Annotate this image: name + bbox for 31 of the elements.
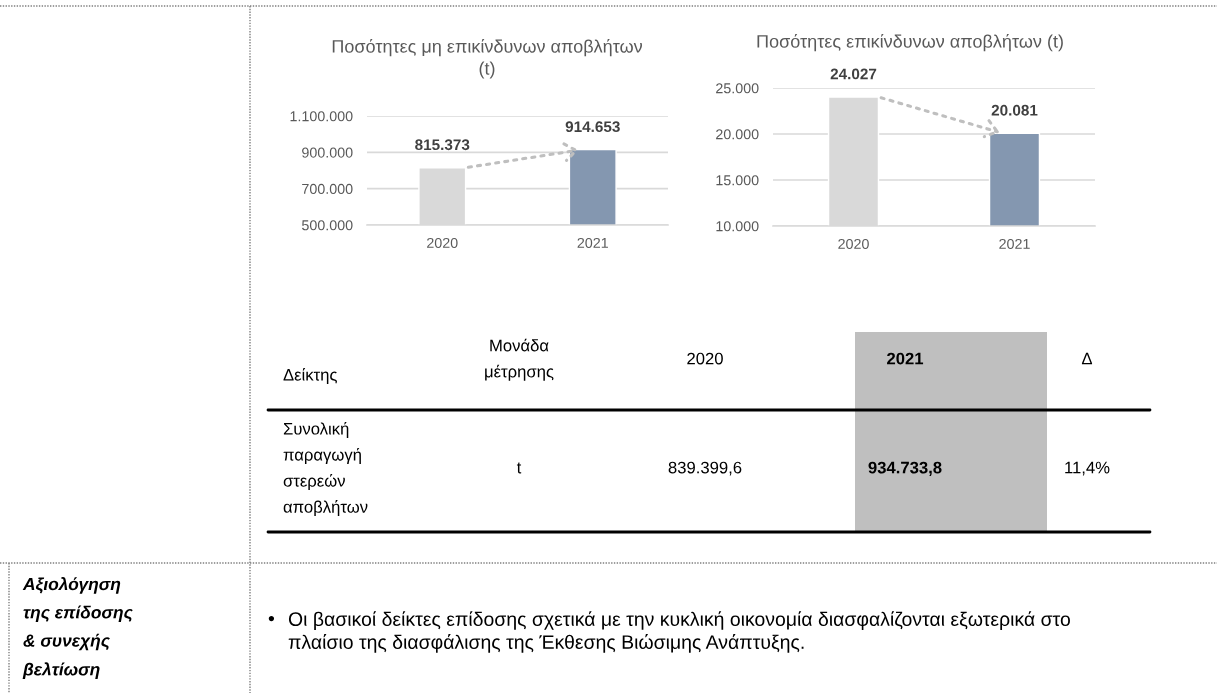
y-tick-label: 900.000 xyxy=(302,147,353,158)
chart-title: Ποσότητες μη επικίνδυνων αποβλήτων (t) xyxy=(332,39,643,79)
text: 2021 xyxy=(887,352,924,365)
text: 2020 xyxy=(687,352,723,365)
y-tick-label: 20.000 xyxy=(716,129,759,140)
text: Δ xyxy=(1081,352,1093,365)
text: 11,4% xyxy=(1065,461,1110,476)
text: 934.733,8 xyxy=(868,461,942,476)
x-tick-label: 2020 xyxy=(427,237,458,249)
y-tick-label: 15.000 xyxy=(716,175,759,186)
y-tick-label: 1.100.000 xyxy=(290,111,353,122)
text: 839.399,6 xyxy=(668,461,742,476)
data-label: 914.653 xyxy=(565,121,620,133)
y-tick-label: 700.000 xyxy=(302,183,353,194)
text: Συνολική παραγωγή στερεών αποβλήτων xyxy=(283,421,368,517)
x-tick-label: 2021 xyxy=(999,238,1030,250)
y-tick-label: 10.000 xyxy=(716,221,759,232)
chart-title: Ποσότητες επικίνδυνων αποβλήτων (t) xyxy=(757,34,1063,52)
x-tick-label: 2021 xyxy=(577,237,608,249)
text: Οι βασικοί δείκτες επίδοσης σχετικά με την κυκλική οικονομία διασφαλίζονται εξωτερικά στο πλαίσιο της διασφάλισης της Έκθεσης Βιώσιμης Ανάπτυξης. xyxy=(288,611,1070,653)
data-label: 815.373 xyxy=(415,139,470,151)
text: • xyxy=(268,615,275,622)
text: t xyxy=(516,462,522,474)
y-tick-label: 500.000 xyxy=(301,220,353,231)
data-label: 20.081 xyxy=(991,104,1038,116)
text: Δείκτης xyxy=(283,367,337,384)
text: Μονάδα μέτρησης xyxy=(485,338,554,381)
x-tick-label: 2020 xyxy=(838,238,869,250)
data-label: 24.027 xyxy=(830,68,877,80)
text: Αξιολόγηση της επίδοσης & συνεχής βελτίωση xyxy=(22,577,133,679)
y-tick-label: 25.000 xyxy=(716,83,759,94)
